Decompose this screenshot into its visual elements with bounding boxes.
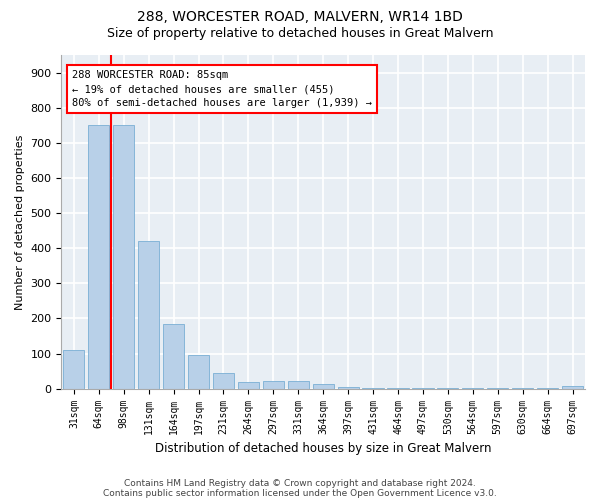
Bar [113,126,134,388]
Bar [88,126,109,388]
Bar [338,387,359,388]
Bar [213,373,234,388]
Bar [138,241,159,388]
Bar [238,382,259,388]
Bar [63,350,85,389]
Text: Contains HM Land Registry data © Crown copyright and database right 2024.: Contains HM Land Registry data © Crown c… [124,478,476,488]
Bar [287,381,309,388]
Bar [263,381,284,388]
Text: 288 WORCESTER ROAD: 85sqm
← 19% of detached houses are smaller (455)
80% of semi: 288 WORCESTER ROAD: 85sqm ← 19% of detac… [72,70,372,108]
Bar [163,324,184,388]
X-axis label: Distribution of detached houses by size in Great Malvern: Distribution of detached houses by size … [155,442,491,455]
Bar [188,356,209,388]
Text: Contains public sector information licensed under the Open Government Licence v3: Contains public sector information licen… [103,488,497,498]
Y-axis label: Number of detached properties: Number of detached properties [15,134,25,310]
Text: Size of property relative to detached houses in Great Malvern: Size of property relative to detached ho… [107,28,493,40]
Text: 288, WORCESTER ROAD, MALVERN, WR14 1BD: 288, WORCESTER ROAD, MALVERN, WR14 1BD [137,10,463,24]
Bar [562,386,583,388]
Bar [313,384,334,388]
